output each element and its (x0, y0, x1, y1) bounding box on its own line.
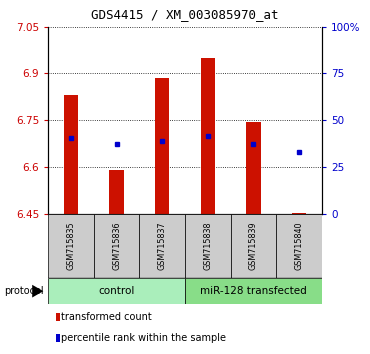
Text: GSM715840: GSM715840 (295, 222, 303, 270)
Bar (48, 278, 185, 304)
Bar (48, 214, 94, 278)
Text: GSM715836: GSM715836 (112, 222, 121, 270)
Bar (185, 214, 231, 278)
Bar (292, 213, 306, 214)
Text: GSM715837: GSM715837 (158, 222, 166, 270)
Text: GSM715835: GSM715835 (67, 222, 75, 270)
Bar (139, 214, 185, 278)
Text: GSM715839: GSM715839 (249, 222, 258, 270)
Bar (94, 214, 139, 278)
Bar (109, 170, 124, 214)
Polygon shape (32, 285, 43, 297)
Bar (185, 278, 322, 304)
Text: GDS4415 / XM_003085970_at: GDS4415 / XM_003085970_at (91, 8, 279, 21)
Text: miR-128 transfected: miR-128 transfected (200, 286, 307, 296)
Bar (246, 122, 261, 214)
Bar (276, 214, 322, 278)
Bar (201, 58, 215, 214)
Text: percentile rank within the sample: percentile rank within the sample (61, 332, 226, 343)
Bar (155, 78, 169, 214)
Text: protocol: protocol (4, 286, 43, 296)
Text: control: control (98, 286, 135, 296)
Bar (64, 95, 78, 214)
Text: transformed count: transformed count (61, 312, 152, 322)
Text: GSM715838: GSM715838 (204, 222, 212, 270)
Bar (231, 214, 276, 278)
